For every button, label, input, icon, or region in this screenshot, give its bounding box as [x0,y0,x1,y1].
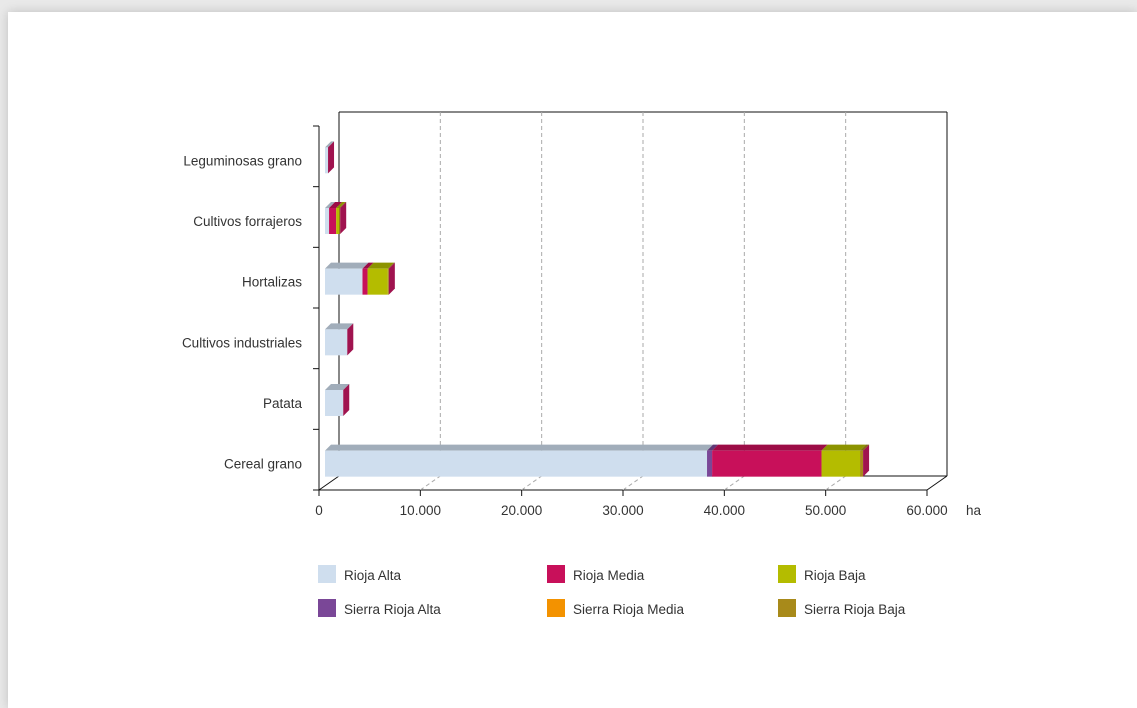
legend-label: Rioja Alta [344,568,402,583]
bar-patata-rioja-alta [325,390,344,416]
bar-cultivos-industriales-rioja-alta-top [325,323,354,330]
bar-cereal-grano-rioja-media [712,450,822,477]
bar-cereal-grano-sierra-rioja-baja [860,450,864,477]
legend: Rioja Alta Rioja Media Rioja Baja Sierra Ri… [318,565,906,617]
bar-cereal-grano-rioja-alta-top [325,444,714,451]
bar-hortalizas-rioja-alta-top [325,262,369,269]
depth-edge-left [318,475,340,491]
legend-item-sierra-rioja-baja: Sierra Rioja Baja [778,599,906,617]
x-axis-ticks: 0 10.000 20.000 30.000 40.000 50.000 60.000 [315,490,948,518]
category-label: Cultivos industriales [182,335,302,350]
bar-patata-end-cap [343,384,350,416]
category-label: Leguminosas grano [183,153,302,168]
depth-edge-right [926,475,948,491]
bar-hortalizas-rioja-alta [325,268,363,295]
category-label: Patata [263,396,303,411]
x-tick-label: 10.000 [400,503,441,518]
bar-cultivos-forrajeros-rioja-alta [325,208,330,234]
bar-leguminosas-grano-rioja-alta-top [325,141,335,148]
legend-swatch [547,565,565,583]
chart-frame [313,111,948,491]
legend-swatch [778,565,796,583]
bar-cereal-grano-end-cap [863,444,870,477]
legend-swatch [547,599,565,617]
legend-label: Rioja Baja [804,568,866,583]
chart-card [8,12,1137,708]
x-tick-label: 60.000 [906,503,947,518]
legend-item-rioja-baja: Rioja Baja [778,565,866,583]
legend-label: Rioja Media [573,568,645,583]
legend-item-rioja-alta: Rioja Alta [318,565,402,583]
bar-cultivos-forrajeros-rioja-baja [336,208,340,234]
bar-hortalizas-sierra-rioja-baja [387,268,389,295]
legend-item-sierra-rioja-media: Sierra Rioja Media [547,599,685,617]
bar-cultivos-industriales-rioja-alta [325,329,348,356]
category-label: Cultivos forrajeros [193,214,302,229]
x-tick-label: 40.000 [704,503,745,518]
legend-label: Sierra Rioja Media [573,602,685,617]
bar-cereal-grano-sierra-rioja-alta [707,450,713,477]
floor-gridline [420,475,441,491]
legend-item-rioja-media: Rioja Media [547,565,645,583]
bar-cultivos-forrajeros-rioja-media [329,208,337,234]
bar-cultivos-forrajeros-end-cap [340,202,347,234]
floor-gridline [825,475,846,491]
bar-cultivos-industriales-end-cap [347,323,354,356]
floor-gridline [724,475,745,491]
bar-cultivos-forrajeros-sierra-rioja-baja-top [339,202,347,208]
x-tick-label: 50.000 [805,503,846,518]
bar-cereal-grano-sierra-rioja-baja-top [860,444,870,451]
bar-cultivos-forrajeros-rioja-alta-top [325,202,336,208]
bar-hortalizas-rioja-media-top [362,262,374,269]
bar-cereal-grano-rioja-alta [325,450,708,477]
legend-swatch [318,599,336,617]
legend-label: Sierra Rioja Baja [804,602,906,617]
bar-cultivos-forrajeros-rioja-media-top [329,202,343,208]
bar-patata-rioja-alta-top [325,384,350,390]
legend-item-sierra-rioja-alta: Sierra Rioja Alta [318,599,441,617]
category-label: Hortalizas [242,275,302,290]
bar-cultivos-forrajeros-rioja-baja-top [336,202,346,208]
floor-gridline [622,475,644,491]
bar-cereal-grano-rioja-baja [821,450,861,477]
legend-swatch [778,599,796,617]
category-labels: Leguminosas grano Cultivos forrajeros Hort… [182,153,303,471]
x-axis-unit: ha [966,503,982,518]
bar-leguminosas-grano-end-cap [328,141,335,174]
legend-label: Sierra Rioja Alta [344,602,441,617]
bar-hortalizas-sierra-rioja-baja-top [387,262,395,269]
category-label: Cereal grano [224,457,302,472]
bar-cereal-grano-rioja-media-top [712,444,828,451]
bar-hortalizas-end-cap [388,262,395,295]
chart-grid [420,112,847,491]
bar-hortalizas-rioja-baja [367,268,388,295]
bar-cereal-grano-sierra-rioja-alta-top [707,444,719,451]
floor-gridline [521,475,542,491]
bar-hortalizas-rioja-media [362,268,368,295]
bar-hortalizas-rioja-baja-top [367,262,394,269]
chart-bars [325,141,870,477]
x-tick-label: 0 [315,503,323,518]
bar-leguminosas-grano-rioja-alta [325,147,329,174]
bar-cereal-grano-rioja-baja-top [821,444,867,451]
x-tick-label: 30.000 [602,503,643,518]
legend-swatch [318,565,336,583]
x-tick-label: 20.000 [501,503,542,518]
bar-cultivos-forrajeros-sierra-rioja-baja [339,208,341,234]
